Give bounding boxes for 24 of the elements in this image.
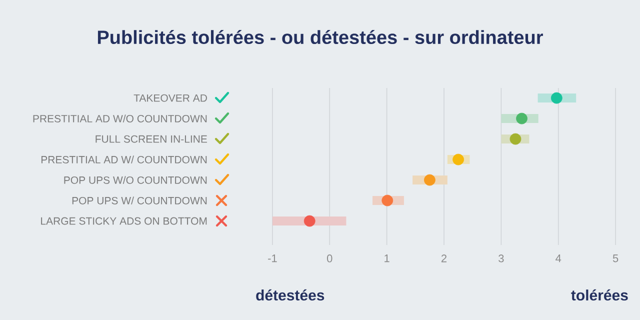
y-tick-label: PRESTITIAL AD W/O COUNTDOWN [33,114,207,122]
x-tick-label: 4 [556,254,562,262]
x-tick-label: 2 [441,254,447,262]
y-tick-label: PRESTITIAL AD W/ COUNTDOWN [42,156,207,164]
point [304,215,316,227]
x-tick-label: 1 [384,254,390,262]
y-tick-label: TAKEOVER AD [134,94,207,102]
point [516,112,528,124]
point [550,92,562,104]
point [510,133,522,145]
text: détestées [256,289,324,301]
y-tick-label: FULL SCREEN IN-LINE [96,135,207,143]
point [382,194,394,206]
text: tolérées [571,289,628,301]
point [424,174,436,186]
y-tick-label: LARGE STICKY ADS ON BOTTOM [41,217,207,225]
y-tick-label: POP UPS W/ COUNTDOWN [72,196,207,204]
x-tick-label: 3 [498,254,504,262]
y-tick-label: POP UPS W/O COUNTDOWN [64,176,207,184]
point [452,154,464,166]
x-tick-label: 0 [326,254,332,262]
chart-title: Publicités tolérées - ou détestées - sur ordinateur [98,30,543,44]
x-tick-label: 5 [612,254,618,262]
x-tick-label: -1 [268,254,277,262]
